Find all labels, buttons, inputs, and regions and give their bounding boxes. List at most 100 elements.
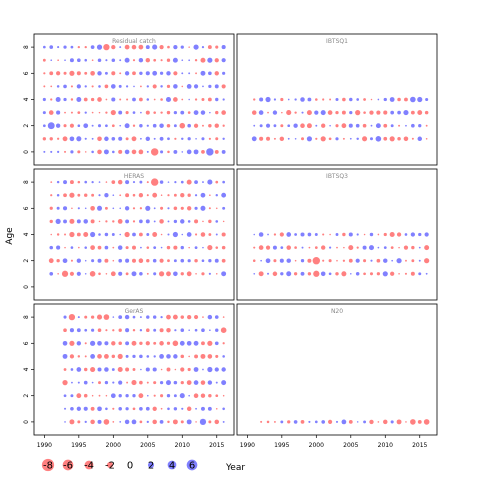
bubble-point: [97, 340, 102, 346]
bubble-point: [214, 341, 219, 346]
bubble-point: [97, 419, 102, 424]
bubble-point: [258, 271, 264, 277]
bubble-point: [69, 340, 75, 346]
x-tick-label: 2000: [309, 442, 324, 449]
bubble-point: [69, 354, 75, 359]
bubble-point: [423, 419, 430, 425]
bubble-point: [186, 271, 192, 277]
bubble-point: [104, 258, 109, 263]
bubble-point: [55, 97, 61, 102]
bubble-point: [69, 58, 74, 63]
bubble-point: [97, 406, 102, 412]
y-tick-label: 6: [23, 341, 30, 345]
bubble-point: [104, 353, 109, 359]
bubble-point: [118, 258, 123, 263]
bubble-point: [50, 85, 53, 88]
bubble-point: [56, 71, 61, 76]
y-tick-label: 2: [23, 124, 30, 128]
bubble-point: [91, 328, 95, 332]
bubble-point: [329, 246, 332, 249]
bubble-point: [201, 45, 205, 49]
bubble-point: [418, 272, 422, 276]
bubble-point: [208, 71, 212, 76]
bubble-point: [308, 420, 311, 423]
bubble-point: [77, 355, 81, 358]
bubble-point: [112, 246, 115, 249]
bubble-point: [104, 341, 109, 346]
bubble-point: [139, 406, 143, 411]
bubble-point: [193, 340, 199, 346]
x-axis-label: Year: [225, 463, 245, 473]
y-tick-label: 4: [23, 232, 30, 236]
bubble-point: [152, 192, 158, 198]
bubble-point: [104, 84, 109, 89]
bubble-point: [160, 233, 163, 236]
bubble-point: [215, 220, 219, 223]
legend-bubble: [106, 461, 114, 469]
bubble-point: [131, 149, 137, 155]
bubble-point: [329, 124, 331, 127]
bubble-point: [84, 315, 88, 319]
bubble-point: [159, 420, 164, 424]
bubble-point: [125, 111, 129, 115]
bubble-point: [348, 258, 353, 263]
bubble-point: [390, 271, 395, 276]
bubble-point: [69, 271, 74, 276]
bubble-point: [200, 393, 206, 398]
bubble-point: [69, 136, 75, 142]
bubble-point: [84, 246, 87, 249]
bubble-point: [214, 123, 219, 128]
bubble-point: [83, 97, 88, 102]
bubble-point: [98, 220, 101, 223]
bubble-point: [208, 233, 212, 236]
legend-label: -2: [105, 461, 115, 472]
bubble-point: [186, 406, 192, 412]
bubble-point: [180, 328, 185, 332]
bubble-point: [174, 137, 177, 140]
bubble-point: [159, 219, 164, 224]
bubble-point: [160, 315, 163, 319]
x-tick-label: 2000: [106, 442, 121, 449]
bubble-point: [307, 232, 312, 237]
bubble-point: [166, 327, 171, 333]
bubble-point: [159, 123, 164, 128]
bubble-point: [348, 123, 353, 128]
bubble-point: [84, 151, 87, 153]
bubble-point: [193, 393, 199, 398]
bubble-point: [98, 233, 101, 236]
bubble-point: [63, 84, 67, 89]
bubble-point: [77, 111, 81, 114]
bubble-point: [215, 45, 219, 49]
bubble-point: [140, 368, 142, 371]
y-tick-label: 0: [23, 420, 30, 424]
bubble-point: [396, 232, 402, 237]
bubble-point: [49, 219, 53, 224]
bubble-point: [222, 180, 225, 184]
bubble-point: [410, 110, 415, 115]
bubble-point: [138, 193, 144, 198]
bubble-point: [307, 97, 312, 102]
bubble-point: [383, 419, 388, 425]
bubble-point: [418, 259, 421, 262]
bubble-point: [119, 124, 122, 127]
bubble-point: [172, 57, 178, 63]
bubble-point: [152, 406, 157, 411]
bubble-point: [215, 246, 219, 249]
bubble-point: [42, 97, 46, 102]
bubble-point: [110, 84, 116, 89]
bubble-point: [214, 367, 219, 372]
bubble-point: [306, 110, 312, 116]
bubble-point: [200, 70, 206, 76]
bubble-point: [152, 315, 157, 319]
bubble-point: [222, 124, 225, 127]
bubble-point: [125, 328, 130, 333]
bubble-point: [195, 233, 198, 236]
bubble-point: [105, 111, 108, 114]
bubble-point: [306, 123, 312, 129]
bubble-point: [410, 96, 416, 103]
bubble-point: [279, 136, 285, 142]
bubble-point: [43, 72, 46, 75]
bubble-point: [153, 381, 157, 385]
bubble-point: [91, 381, 94, 384]
bubble-point: [202, 246, 204, 249]
